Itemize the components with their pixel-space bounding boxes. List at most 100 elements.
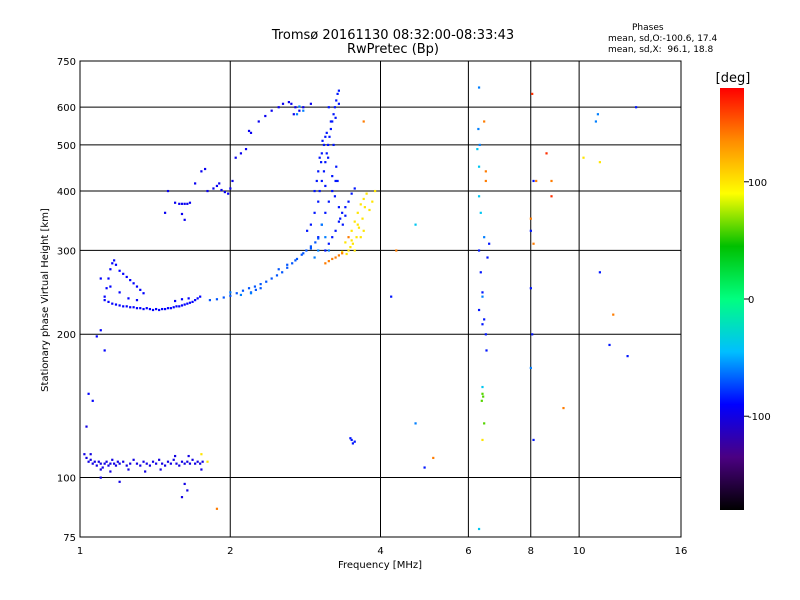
data-point — [362, 120, 365, 123]
data-point — [317, 170, 320, 173]
data-point — [172, 306, 175, 309]
data-point — [122, 460, 125, 463]
data-point — [476, 147, 479, 151]
data-point — [350, 229, 353, 232]
data-point — [550, 179, 553, 183]
data-point — [109, 470, 112, 473]
data-point — [163, 464, 167, 467]
data-point — [337, 254, 341, 257]
plot-frame — [79, 60, 682, 538]
data-point — [529, 229, 532, 232]
data-point — [186, 302, 189, 305]
y-axis-label: Stationary phase Virtual Height [km] — [40, 208, 51, 392]
data-point — [103, 295, 106, 298]
data-point — [359, 236, 362, 239]
data-point — [333, 195, 337, 198]
data-point — [351, 442, 354, 445]
data-point — [215, 298, 219, 301]
data-point — [194, 462, 197, 465]
data-point — [180, 304, 184, 307]
data-point — [265, 280, 268, 283]
data-point — [320, 179, 323, 183]
data-point — [359, 203, 362, 206]
data-point — [531, 333, 534, 336]
data-point — [363, 206, 366, 209]
data-point — [545, 152, 548, 155]
data-point — [229, 294, 232, 297]
x-axis-ticks: 1 2 4 6 8 10 16 — [77, 546, 688, 557]
data-point — [135, 285, 139, 288]
data-point — [331, 174, 334, 178]
data-point — [337, 89, 341, 92]
data-point — [290, 102, 293, 105]
data-point — [324, 249, 327, 252]
data-point — [302, 252, 305, 255]
data-point — [331, 257, 334, 261]
data-point — [355, 236, 358, 239]
data-point — [199, 462, 202, 465]
data-point — [341, 250, 344, 254]
data-point — [249, 292, 253, 295]
data-point — [353, 187, 356, 190]
data-point — [478, 143, 481, 147]
data-point — [163, 211, 167, 214]
data-point — [353, 249, 356, 252]
data-point — [327, 249, 330, 252]
data-point — [114, 464, 118, 467]
data-point — [132, 306, 135, 309]
colorbar-tick-label: 100 — [748, 178, 767, 189]
data-point — [529, 366, 532, 370]
data-point — [183, 202, 186, 205]
data-point — [327, 156, 330, 159]
data-point — [562, 406, 565, 410]
data-point — [353, 440, 356, 443]
data-point — [350, 239, 353, 242]
x-tick-label: 2 — [227, 546, 233, 557]
data-point — [183, 303, 186, 306]
data-point — [306, 229, 309, 232]
data-point — [142, 307, 145, 311]
data-point — [324, 262, 327, 265]
data-point — [203, 167, 207, 171]
data-point — [122, 305, 125, 308]
data-point — [113, 259, 116, 262]
data-point — [183, 462, 186, 465]
data-point — [186, 202, 189, 205]
data-point — [483, 422, 486, 425]
data-points — [83, 86, 638, 531]
data-point — [161, 462, 164, 465]
data-point — [634, 106, 638, 109]
data-point — [158, 458, 161, 461]
data-point — [325, 152, 328, 155]
data-point — [244, 147, 248, 151]
data-point — [598, 161, 601, 164]
data-point — [327, 260, 330, 263]
data-point — [201, 460, 204, 463]
data-point — [317, 249, 320, 252]
data-point — [188, 462, 192, 465]
data-point — [212, 187, 215, 190]
data-point — [125, 464, 128, 467]
data-point — [111, 262, 114, 265]
data-point — [161, 307, 164, 311]
y-tick-label: 75 — [63, 533, 76, 544]
data-point — [317, 237, 320, 240]
data-point — [235, 292, 238, 295]
data-point — [103, 299, 106, 302]
data-point — [294, 259, 297, 262]
data-point — [166, 189, 170, 193]
data-point — [313, 256, 316, 259]
data-point — [247, 287, 251, 290]
data-point — [479, 211, 482, 214]
data-point — [529, 217, 532, 220]
data-point — [95, 335, 98, 338]
data-point — [336, 92, 339, 95]
data-point — [180, 202, 184, 205]
data-point — [481, 438, 484, 442]
data-point — [132, 282, 135, 285]
data-point — [390, 295, 393, 298]
data-point — [99, 476, 102, 479]
data-point — [329, 120, 332, 123]
data-point — [178, 464, 181, 467]
data-point — [324, 184, 327, 188]
